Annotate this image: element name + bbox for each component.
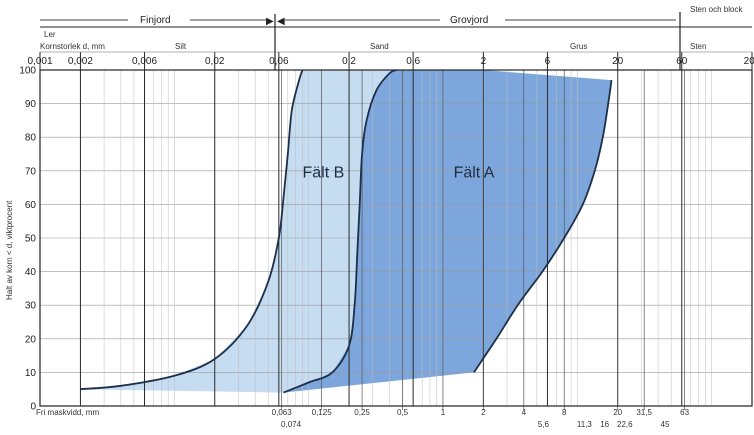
- y-axis-label: Halt av korn < d, viktprocent: [5, 200, 14, 300]
- sten-label: Sten: [690, 42, 706, 51]
- silt-label: Silt: [175, 42, 187, 51]
- top-tick-label: 0,002: [68, 56, 93, 67]
- top-tick-label: 0,02: [205, 56, 225, 67]
- bottom-tick-label: 63: [680, 408, 689, 417]
- y-tick-label: 0: [30, 402, 36, 413]
- top-tick-label: 200: [744, 56, 754, 67]
- sand-label: Sand: [370, 42, 389, 51]
- bottom-tick-label-row2: 5,6: [538, 420, 550, 429]
- sten-block-label: Sten och block: [690, 5, 743, 14]
- y-tick-label: 100: [19, 66, 36, 77]
- curve-boundary-middle: [283, 69, 397, 394]
- bottom-tick-label-row2: 16: [600, 420, 609, 429]
- bottom-tick-label-row2: 45: [661, 420, 670, 429]
- y-tick-label: 10: [25, 368, 37, 379]
- y-tick-label: 80: [25, 133, 37, 144]
- field-a-area: [283, 70, 612, 393]
- kornstorlek-label: Kornstorlek d, mm: [40, 42, 105, 51]
- grus-label: Grus: [570, 42, 587, 51]
- bottom-tick-label: 2: [481, 408, 486, 417]
- bottom-tick-label-row2: 11,3: [577, 420, 593, 429]
- finjord-arrow-head: ▶: [266, 16, 274, 27]
- curve-field-b-lower: [80, 69, 304, 391]
- top-tick-label: 0,006: [132, 56, 157, 67]
- top-tick-label: 2: [481, 56, 487, 67]
- y-tick-label: 30: [25, 301, 37, 312]
- top-tick-label: 60: [676, 56, 688, 67]
- bottom-tick-label: 31,5: [636, 408, 652, 417]
- grovjord-label: Grovjord: [450, 15, 488, 26]
- y-tick-label: 60: [25, 200, 37, 211]
- top-tick-label: 0,2: [342, 56, 356, 67]
- bottom-tick-label: 0,125: [312, 408, 333, 417]
- top-tick-label: 0,06: [269, 56, 289, 67]
- y-tick-labels: 0 10 20 30 40 50 60 70 80 90 100: [19, 66, 36, 413]
- y-tick-label: 20: [25, 334, 37, 345]
- bottom-tick-label: 4: [522, 408, 527, 417]
- y-tick-label: 90: [25, 99, 37, 110]
- bottom-tick-label: 0,25: [354, 408, 370, 417]
- top-tick-labels: 0,001 0,002 0,006 0,02 0,06 0,2 0,6 2 6 20 60 200: [27, 56, 754, 67]
- bottom-tick-labels: 0,063 0,125 0,25 0,5 1 2 4 8 20 31,5 63 0,074 5,6 11,…: [272, 408, 690, 429]
- grovjord-arrow-head: ◀: [277, 16, 285, 27]
- bottom-tick-label: 20: [613, 408, 622, 417]
- top-tick-label: 0,001: [27, 56, 52, 67]
- curves: [80, 69, 613, 394]
- y-tick-label: 50: [25, 234, 37, 245]
- ler-label: Ler: [44, 30, 56, 39]
- bottom-tick-label-row2: 22,6: [617, 420, 633, 429]
- top-tick-label: 20: [612, 56, 624, 67]
- curve-field-a-upper: [473, 79, 613, 373]
- y-tick-label: 70: [25, 166, 37, 177]
- bottom-tick-label: 0,5: [397, 408, 409, 417]
- top-tick-label: 6: [545, 56, 551, 67]
- bottom-tick-label: 1: [441, 408, 446, 417]
- field-a-label: Fält A: [454, 165, 495, 182]
- field-b-area: [80, 70, 397, 393]
- y-tick-label: 40: [25, 267, 37, 278]
- top-tick-label: 0,6: [406, 56, 420, 67]
- finjord-label: Finjord: [140, 15, 171, 26]
- bottom-tick-label-row2: 0,074: [281, 420, 302, 429]
- classification-bar: Finjord ▶ ◀ Grovjord Sten och block Ler …: [40, 5, 752, 70]
- bottom-axis-label: Fri maskvidd, mm: [36, 408, 99, 417]
- field-b-label: Fält B: [302, 165, 344, 182]
- bottom-tick-label: 0,063: [272, 408, 293, 417]
- bottom-tick-label: 8: [562, 408, 567, 417]
